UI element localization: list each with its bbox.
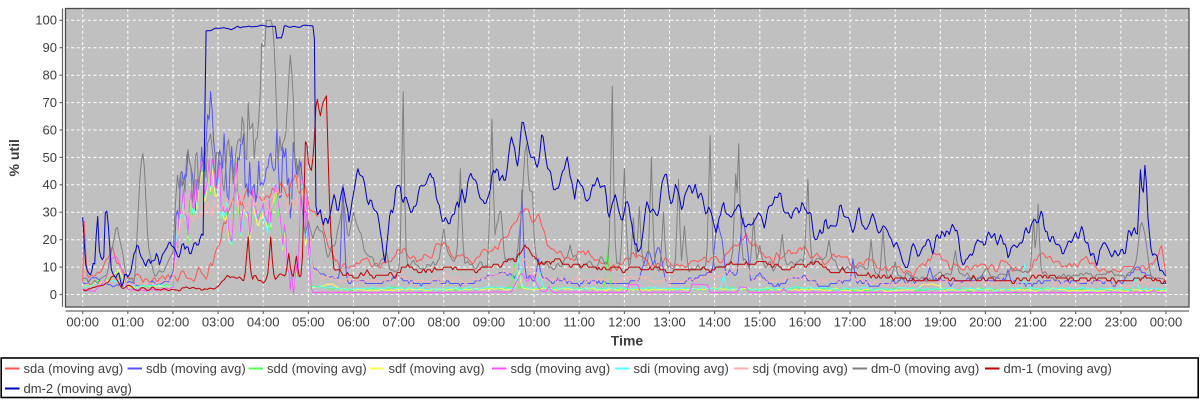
svg-text:sdd (moving avg): sdd (moving avg): [267, 361, 367, 376]
svg-text:sdg (moving avg): sdg (moving avg): [511, 361, 611, 376]
svg-text:10:00: 10:00: [518, 315, 551, 330]
svg-text:00:00: 00:00: [66, 315, 99, 330]
svg-text:20: 20: [43, 232, 57, 247]
svg-text:20:00: 20:00: [969, 315, 1002, 330]
svg-text:17:00: 17:00: [834, 315, 867, 330]
svg-text:40: 40: [43, 177, 57, 192]
svg-text:18:00: 18:00: [879, 315, 912, 330]
svg-text:dm-1 (moving avg): dm-1 (moving avg): [1004, 361, 1112, 376]
svg-text:03:00: 03:00: [202, 315, 235, 330]
svg-text:06:00: 06:00: [337, 315, 370, 330]
svg-text:21:00: 21:00: [1014, 315, 1047, 330]
svg-text:14:00: 14:00: [698, 315, 731, 330]
svg-text:60: 60: [43, 122, 57, 137]
svg-text:01:00: 01:00: [112, 315, 145, 330]
svg-text:05:00: 05:00: [292, 315, 325, 330]
svg-text:0: 0: [50, 287, 57, 302]
svg-text:sdi (moving avg): sdi (moving avg): [634, 361, 729, 376]
svg-text:Time: Time: [611, 333, 644, 349]
svg-text:19:00: 19:00: [924, 315, 957, 330]
svg-text:30: 30: [43, 205, 57, 220]
svg-text:70: 70: [43, 95, 57, 110]
svg-text:12:00: 12:00: [608, 315, 641, 330]
svg-text:sdb (moving avg): sdb (moving avg): [146, 361, 246, 376]
svg-text:11:00: 11:00: [563, 315, 595, 330]
svg-text:sdf (moving avg): sdf (moving avg): [389, 361, 485, 376]
svg-text:13:00: 13:00: [653, 315, 686, 330]
svg-text:16:00: 16:00: [789, 315, 822, 330]
svg-text:dm-2 (moving avg): dm-2 (moving avg): [24, 381, 132, 396]
svg-text:04:00: 04:00: [247, 315, 280, 330]
svg-text:90: 90: [43, 40, 57, 55]
svg-text:00:00: 00:00: [1150, 315, 1183, 330]
svg-text:22:00: 22:00: [1059, 315, 1092, 330]
svg-text:02:00: 02:00: [157, 315, 190, 330]
svg-text:10: 10: [43, 260, 57, 275]
svg-text:dm-0 (moving avg): dm-0 (moving avg): [871, 361, 979, 376]
svg-text:09:00: 09:00: [473, 315, 506, 330]
svg-text:15:00: 15:00: [744, 315, 777, 330]
svg-text:07:00: 07:00: [382, 315, 415, 330]
svg-text:sdj (moving avg): sdj (moving avg): [753, 361, 848, 376]
svg-text:08:00: 08:00: [428, 315, 461, 330]
svg-text:23:00: 23:00: [1105, 315, 1138, 330]
svg-text:sda (moving avg): sda (moving avg): [24, 361, 124, 376]
svg-text:80: 80: [43, 68, 57, 83]
svg-text:% util: % util: [6, 139, 22, 176]
svg-text:100: 100: [35, 13, 57, 28]
svg-text:50: 50: [43, 150, 57, 165]
